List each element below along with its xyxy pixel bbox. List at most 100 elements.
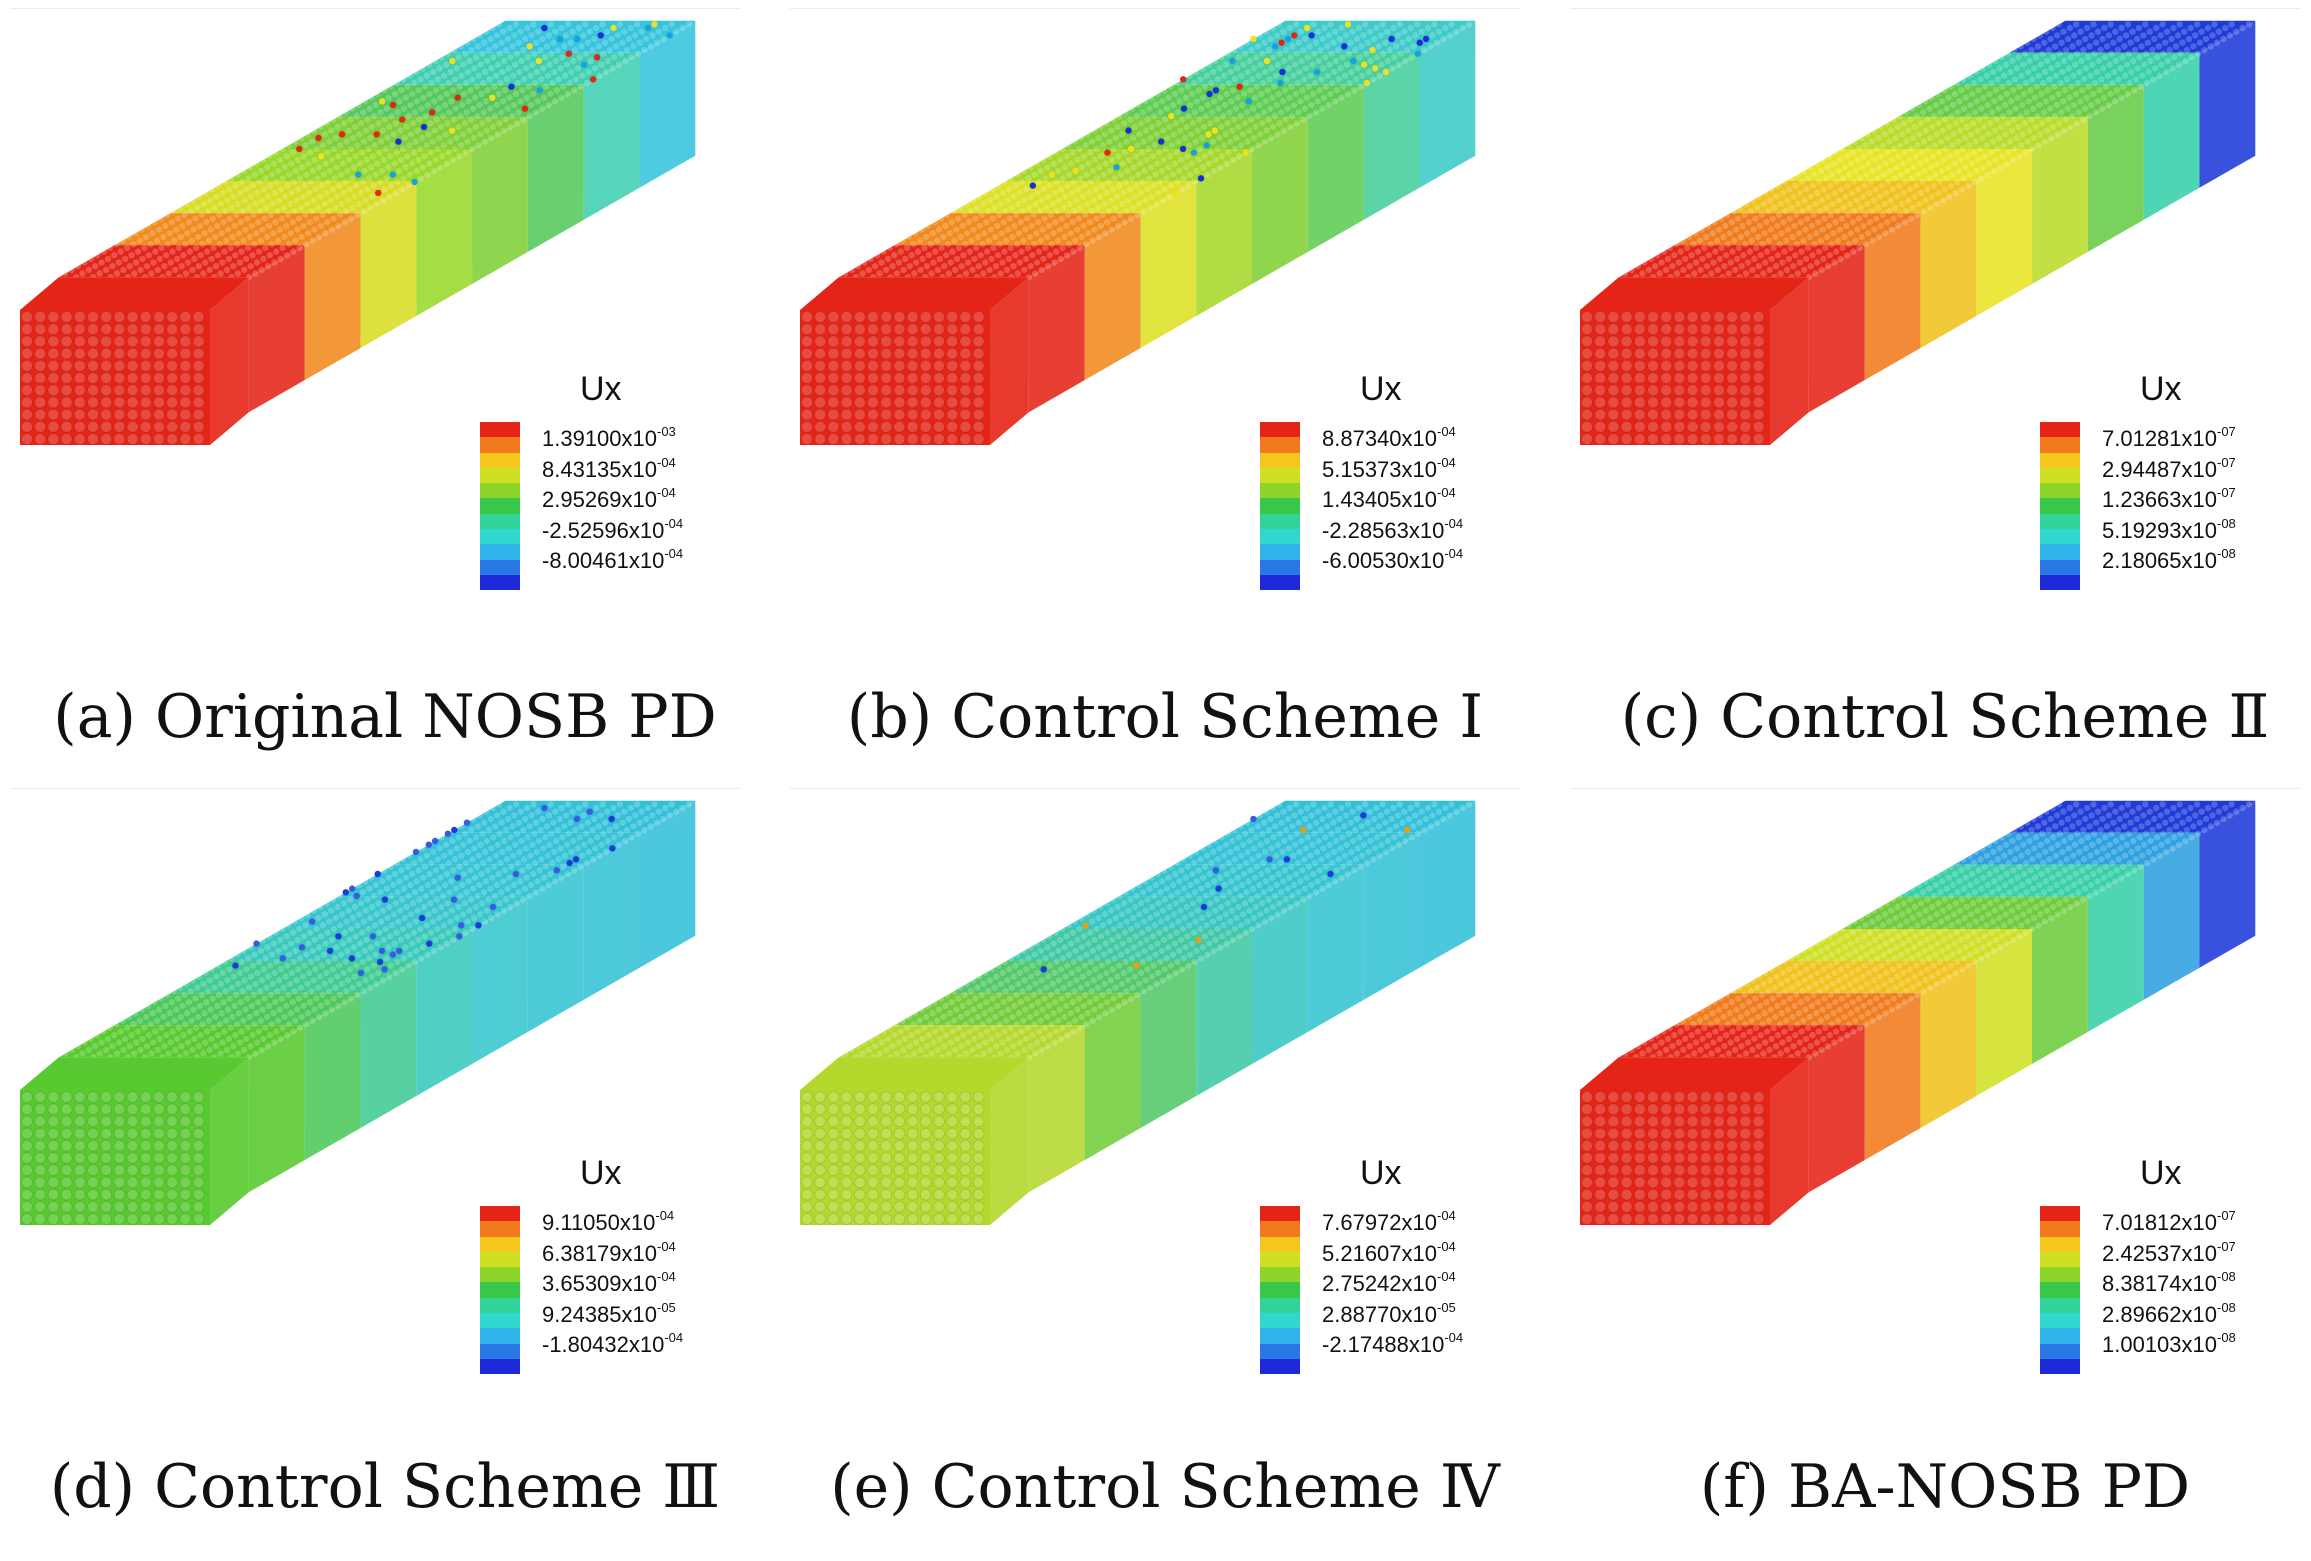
particle bbox=[2007, 68, 2014, 76]
particle bbox=[474, 823, 482, 830]
particle bbox=[528, 881, 535, 889]
particle bbox=[1141, 878, 1149, 885]
particle bbox=[363, 936, 370, 944]
particle bbox=[2075, 109, 2082, 116]
particle bbox=[355, 171, 362, 178]
particle bbox=[1171, 160, 1178, 167]
particle bbox=[867, 384, 879, 397]
particle bbox=[1242, 50, 1249, 57]
particle bbox=[292, 237, 299, 244]
beam-side-segment bbox=[1252, 896, 1308, 1064]
particle bbox=[1607, 408, 1620, 421]
particle bbox=[1166, 123, 1173, 131]
particle bbox=[368, 94, 375, 101]
particle bbox=[942, 222, 949, 230]
particle bbox=[249, 1032, 256, 1039]
particle bbox=[309, 947, 317, 955]
particle bbox=[2245, 21, 2253, 28]
particle bbox=[1078, 944, 1086, 951]
particle bbox=[936, 1035, 943, 1043]
particle bbox=[1772, 263, 1780, 270]
particle bbox=[47, 311, 60, 323]
particle bbox=[192, 311, 205, 323]
particle bbox=[660, 815, 667, 823]
particle bbox=[1020, 947, 1027, 955]
particle bbox=[1211, 837, 1219, 845]
particle bbox=[415, 867, 422, 874]
particle bbox=[227, 244, 234, 252]
particle bbox=[1922, 127, 1929, 134]
particle bbox=[1896, 211, 1904, 219]
particle bbox=[1440, 35, 1447, 43]
particle bbox=[130, 241, 137, 248]
particle bbox=[453, 65, 461, 72]
particle bbox=[1294, 79, 1301, 87]
particle bbox=[169, 1028, 176, 1035]
particle bbox=[1071, 138, 1078, 145]
particle bbox=[180, 1032, 187, 1039]
particle bbox=[298, 233, 305, 241]
particle bbox=[2013, 134, 2020, 142]
particle bbox=[540, 94, 548, 101]
particle bbox=[1180, 76, 1187, 83]
particle bbox=[1248, 145, 1256, 153]
beam-side-segment bbox=[1808, 245, 1865, 413]
particle bbox=[419, 65, 426, 72]
particle bbox=[463, 889, 470, 896]
particle bbox=[1116, 962, 1123, 969]
beam-top-segment bbox=[1618, 245, 1865, 278]
particle bbox=[192, 323, 205, 336]
particle bbox=[266, 962, 274, 969]
particle bbox=[1726, 420, 1739, 433]
particle bbox=[253, 1039, 261, 1046]
particle bbox=[1971, 109, 1979, 116]
particle bbox=[34, 1213, 46, 1225]
particle bbox=[1949, 101, 1957, 109]
particle bbox=[1293, 830, 1301, 837]
particle bbox=[2133, 35, 2141, 43]
particle bbox=[256, 988, 264, 995]
particle bbox=[21, 1103, 33, 1116]
particle bbox=[1231, 145, 1238, 153]
particle bbox=[481, 138, 488, 145]
particle bbox=[1295, 109, 1302, 116]
particle bbox=[2041, 68, 2049, 76]
particle bbox=[1068, 969, 1076, 977]
particle bbox=[96, 270, 103, 277]
particle bbox=[494, 911, 501, 918]
particle bbox=[323, 900, 330, 907]
particle bbox=[1812, 270, 1819, 277]
particle bbox=[1826, 252, 1833, 259]
particle bbox=[1211, 57, 1219, 65]
particle bbox=[74, 359, 86, 372]
particle bbox=[1911, 123, 1919, 131]
particle bbox=[975, 263, 982, 270]
particle bbox=[60, 420, 73, 433]
particle bbox=[1634, 420, 1646, 433]
particle bbox=[1260, 109, 1268, 116]
particle bbox=[257, 947, 265, 955]
particle bbox=[1389, 65, 1396, 72]
particle bbox=[2043, 127, 2050, 134]
particle bbox=[899, 237, 906, 244]
particle bbox=[1242, 830, 1249, 837]
particle bbox=[443, 870, 450, 878]
particle bbox=[96, 1050, 103, 1057]
particle bbox=[1148, 874, 1155, 881]
particle bbox=[882, 1046, 890, 1054]
particle bbox=[1969, 90, 1976, 98]
particle bbox=[1407, 804, 1414, 812]
particle bbox=[1134, 922, 1141, 929]
particle bbox=[21, 359, 33, 372]
particle bbox=[1954, 109, 1961, 116]
particle bbox=[233, 991, 240, 999]
particle bbox=[2039, 50, 2046, 57]
particle bbox=[1157, 889, 1164, 896]
particle bbox=[227, 1024, 234, 1032]
particle bbox=[933, 372, 945, 384]
particle bbox=[1271, 112, 1279, 120]
particle bbox=[388, 142, 396, 149]
particle bbox=[322, 940, 329, 947]
particle bbox=[501, 867, 509, 874]
particle bbox=[375, 189, 382, 197]
